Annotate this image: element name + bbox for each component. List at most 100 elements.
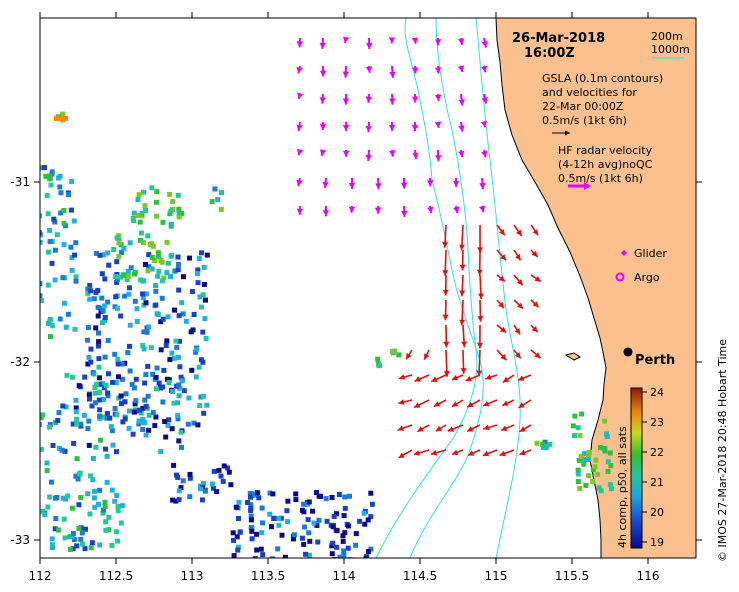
sst-pixel — [175, 474, 181, 480]
sst-pixel — [114, 279, 120, 285]
sst-pixel — [32, 240, 37, 245]
sst-pixel — [299, 535, 305, 541]
hf-arrow — [479, 205, 486, 213]
sst-pixel — [127, 368, 133, 374]
sst-pixel — [158, 347, 164, 353]
gsla-velocity-arrows — [397, 224, 542, 459]
gsla-arrow — [518, 399, 532, 409]
sst-pixel — [40, 281, 43, 286]
gsla-arrow — [519, 424, 532, 433]
sst-pixel — [74, 416, 80, 422]
sst-pixel — [93, 444, 99, 450]
sst-pixel — [73, 409, 79, 415]
sst-pixel — [248, 506, 254, 511]
gsla-arrow — [398, 374, 413, 380]
sst-pixel — [49, 536, 55, 542]
gsla-arrow — [398, 449, 413, 459]
sst-pixel — [91, 371, 97, 377]
sst-pixel — [90, 477, 96, 483]
sst-pixel — [146, 427, 152, 433]
sst-pixel — [159, 259, 165, 265]
sst-pixel — [283, 554, 288, 558]
sst-pixel — [30, 164, 35, 169]
hf-arrow — [411, 37, 419, 44]
hf-arrow — [388, 121, 396, 131]
sst-pixel — [575, 467, 581, 473]
sst-pixel — [33, 190, 38, 195]
hf-arrow — [365, 121, 372, 133]
sst-pixel — [114, 529, 120, 535]
sst-pixel — [167, 357, 173, 363]
hf-arrow — [388, 149, 396, 157]
hf-arrow — [389, 65, 396, 78]
sst-pixel — [73, 274, 79, 280]
sst-pixel — [126, 425, 132, 431]
sst-pixel — [269, 560, 274, 565]
sst-pixel — [541, 444, 547, 450]
hf-arrow — [342, 93, 350, 105]
sst-pixel — [30, 172, 35, 177]
gsla-arrow — [482, 424, 498, 431]
sst-pixel — [125, 268, 131, 274]
sst-pixel — [140, 405, 146, 411]
sst-pixel — [112, 498, 118, 504]
sst-pixel — [166, 380, 172, 385]
sst-pixel — [153, 414, 159, 420]
sst-pixel — [345, 523, 351, 529]
sst-pixel — [51, 216, 57, 222]
sst-pixel — [131, 385, 137, 391]
sst-pixel — [137, 219, 143, 225]
sst-pixel — [159, 278, 165, 284]
gsla-arrow — [398, 399, 413, 405]
sst-pixel — [368, 490, 374, 496]
sst-pixel — [306, 530, 312, 536]
hf-arrow — [319, 149, 327, 157]
sst-pixel — [116, 254, 122, 260]
sst-pixel — [598, 488, 604, 494]
sst-pixel — [187, 494, 193, 500]
sst-pixel — [74, 421, 80, 427]
sst-pixel — [267, 511, 273, 517]
gsla-arrow — [530, 349, 541, 359]
sst-pixel — [118, 393, 124, 399]
sst-pixel — [609, 486, 614, 492]
hf-arrow — [427, 205, 434, 214]
sst-pixel — [248, 513, 254, 519]
sst-pixel — [358, 564, 363, 569]
sst-pixel — [99, 414, 105, 420]
sst-pixel — [101, 252, 106, 258]
sst-pixel — [141, 278, 147, 284]
hf-radar-arrows — [296, 36, 488, 218]
sst-pixel — [586, 452, 592, 458]
sst-pixel — [115, 356, 121, 362]
sst-pixel — [211, 468, 217, 474]
sst-pixel — [92, 400, 98, 406]
sst-pixel — [175, 262, 181, 267]
sst-pixel — [103, 382, 109, 388]
gsla-arrow — [513, 299, 524, 310]
sst-pixel — [77, 471, 83, 477]
sst-pixel — [49, 479, 54, 485]
sst-pixel — [53, 516, 59, 521]
sst-pixel — [154, 365, 160, 371]
sst-pixel — [329, 551, 335, 557]
x-tick-label: 113.5 — [251, 569, 285, 583]
sst-pixel — [271, 516, 277, 521]
sst-pixel — [97, 437, 103, 443]
gsla-arrow — [414, 374, 430, 383]
gsla-arrow — [530, 224, 539, 236]
sst-pixel — [146, 412, 152, 418]
sst-pixel — [57, 445, 62, 451]
sst-pixel — [86, 442, 92, 448]
sst-pixel — [149, 185, 155, 191]
argo-marker — [615, 272, 625, 282]
sst-pixel — [341, 513, 347, 519]
sst-pixel — [279, 532, 285, 538]
hf-arrow — [296, 37, 303, 48]
sst-pixel — [543, 445, 549, 451]
sst-pixel — [361, 510, 367, 516]
sst-pixel — [198, 304, 204, 310]
sst-pixel — [44, 460, 50, 466]
gsla-arrow — [430, 449, 447, 456]
